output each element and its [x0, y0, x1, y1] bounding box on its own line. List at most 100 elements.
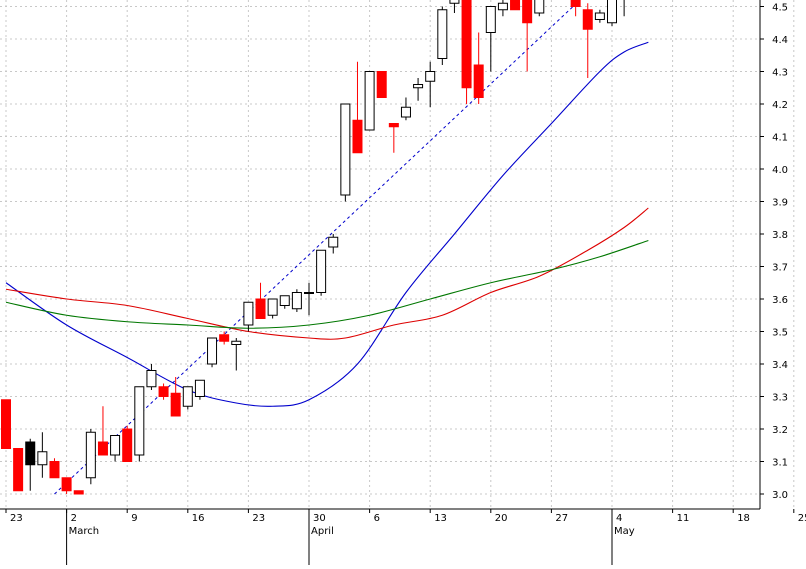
month-label: April: [311, 526, 334, 537]
candle: [437, 6, 448, 65]
candle: [376, 71, 387, 98]
candle: [340, 103, 351, 202]
candle-body: [413, 84, 424, 89]
candle-body: [376, 71, 387, 98]
x-tick-label: 23: [10, 513, 23, 524]
candle-body: [340, 103, 351, 196]
candle: [570, 0, 581, 17]
candle-body: [388, 123, 399, 128]
candle: [623, 0, 625, 17]
candle: [364, 71, 375, 131]
candle: [49, 458, 60, 479]
x-tick-label: 9: [131, 513, 137, 524]
candle: [194, 379, 205, 400]
y-tick-label: 4.2: [772, 100, 788, 111]
candle: [534, 0, 545, 17]
x-tick-label: 25: [798, 513, 806, 524]
moving-averages: [5, 41, 649, 407]
candle: [158, 383, 169, 400]
candle: [510, 0, 521, 11]
candle-body: [13, 448, 24, 492]
candle: [582, 3, 593, 78]
y-tick-label: 4.1: [772, 133, 788, 144]
y-tick-label: 3.8: [772, 230, 788, 241]
x-tick-label: 4: [616, 513, 622, 524]
x-tick-label: 27: [555, 513, 568, 524]
y-tick-label: 3.5: [772, 328, 788, 339]
candle-body: [522, 0, 533, 24]
candle: [413, 78, 424, 101]
candle-body: [219, 334, 230, 342]
y-tick-label: 4.3: [772, 68, 788, 79]
candle-body: [158, 386, 169, 397]
candle: [73, 490, 84, 495]
candle-body: [61, 477, 72, 492]
candle: [304, 282, 314, 316]
candle: [25, 438, 36, 491]
y-tick-label: 3.1: [772, 458, 788, 469]
x-tick-label: 6: [374, 513, 380, 524]
candle: [328, 234, 339, 254]
candle: [291, 289, 302, 312]
candle-body: [207, 337, 218, 365]
candle: [400, 97, 411, 121]
candle: [255, 282, 266, 319]
candle-body: [49, 461, 60, 479]
candle-body: [304, 292, 314, 294]
y-tick-label: 3.4: [772, 360, 788, 371]
candle-body: [291, 292, 302, 310]
candle-body: [534, 0, 545, 14]
y-tick-label: 4.5: [772, 3, 788, 14]
month-label: March: [69, 526, 99, 537]
ma-long-line: [5, 239, 649, 329]
y-tick-label: 4.0: [772, 165, 788, 176]
candle-body: [122, 428, 133, 462]
candle: [61, 477, 72, 494]
candle: [522, 0, 533, 72]
candles: [1, 0, 625, 495]
x-tick-label: 11: [677, 513, 690, 524]
candle-body: [461, 0, 472, 89]
candle-body: [437, 9, 448, 59]
candle: [449, 0, 460, 13]
candle: [607, 0, 617, 26]
candle: [97, 406, 108, 456]
y-tick-label: 3.2: [772, 425, 788, 436]
candle: [461, 0, 472, 104]
candle: [122, 425, 133, 462]
y-tick-label: 3.3: [772, 393, 788, 404]
candle-body: [352, 119, 363, 154]
candle: [316, 249, 327, 296]
x-tick-label: 23: [252, 513, 265, 524]
candle-body: [328, 236, 339, 248]
candle: [182, 386, 193, 410]
candle-body: [134, 386, 145, 456]
x-tick-label: 20: [495, 513, 508, 524]
candle-body: [400, 106, 411, 118]
y-tick-label: 3.0: [772, 490, 788, 501]
candle-body: [97, 441, 108, 456]
candle-body: [37, 451, 48, 466]
candle-body: [25, 441, 36, 466]
candle: [1, 399, 11, 449]
month-label: May: [614, 526, 635, 537]
candle-body: [425, 71, 436, 82]
candle-body: [182, 386, 193, 407]
candle: [594, 9, 605, 23]
candle: [13, 448, 24, 492]
candle-body: [364, 71, 375, 131]
candle-body: [1, 399, 11, 449]
candle-body: [594, 12, 605, 20]
candle-body: [497, 2, 508, 11]
candle-body: [255, 298, 266, 319]
ma-short-line: [5, 41, 649, 407]
candle-body: [194, 379, 205, 397]
x-tick-label: 18: [737, 513, 750, 524]
candle: [497, 0, 508, 17]
candle-body: [73, 490, 84, 495]
candle-body: [110, 435, 121, 456]
candle: [425, 61, 436, 108]
candle: [243, 301, 254, 332]
x-tick-label: 13: [434, 513, 447, 524]
